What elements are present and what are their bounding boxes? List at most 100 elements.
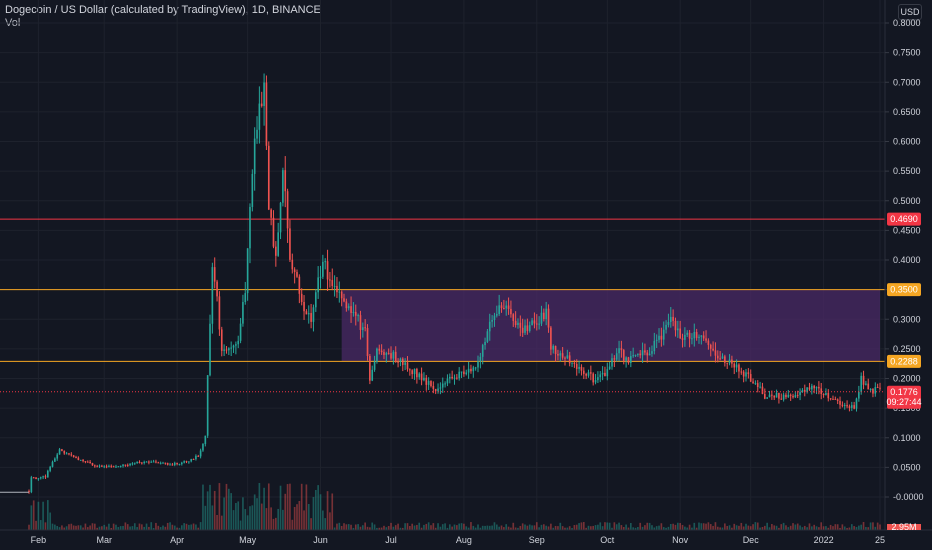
- symbol-title: Dogecoin / US Dollar (calculated by Trad…: [5, 4, 321, 16]
- volume-bar: [361, 525, 364, 530]
- candle-body: [705, 338, 707, 341]
- volume-bar: [91, 523, 94, 530]
- candle-body: [712, 348, 714, 351]
- volume-bar: [30, 505, 33, 530]
- candle-body: [155, 461, 157, 463]
- candle-body: [56, 454, 59, 459]
- candle-body: [493, 315, 496, 320]
- volume-bar: [825, 526, 827, 530]
- candle-body: [430, 381, 432, 387]
- volume-bar: [331, 493, 334, 530]
- volume-bar: [223, 497, 225, 530]
- candle-body: [479, 356, 482, 362]
- volume-bar: [105, 526, 108, 530]
- candle-body: [759, 386, 761, 388]
- volume-bar: [514, 527, 517, 530]
- candle-body: [145, 461, 148, 463]
- candle-body: [688, 332, 691, 339]
- candles: [0, 73, 881, 494]
- volume-bar: [789, 525, 792, 530]
- currency-button[interactable]: USD: [898, 4, 922, 20]
- candle-body: [491, 319, 493, 322]
- candle-body: [789, 394, 792, 396]
- candle-body: [131, 463, 134, 465]
- candle-body: [552, 345, 555, 350]
- candle-body: [820, 388, 823, 395]
- candle-body: [209, 323, 211, 376]
- volume-bar: [28, 524, 30, 530]
- volume-bar: [202, 484, 204, 530]
- volume-bar: [796, 523, 799, 530]
- candle-body: [416, 368, 418, 378]
- candle-body: [267, 145, 270, 210]
- candle-body: [637, 353, 639, 355]
- volume-bar: [799, 525, 801, 530]
- candle-body: [32, 477, 35, 479]
- candle-body: [827, 393, 830, 399]
- price-tick-label: 0.7500: [893, 48, 921, 58]
- volume-bar: [712, 525, 714, 530]
- volume-bar: [347, 524, 350, 530]
- volume-bar: [227, 488, 230, 530]
- volume-bar: [242, 497, 244, 530]
- volume-bar: [843, 526, 846, 530]
- time-axis[interactable]: Feb Mar Apr May Jun Jul Aug Sep Oct Nov Dec 2022 25: [31, 535, 885, 545]
- candle-body: [216, 281, 218, 297]
- candle-body: [872, 388, 874, 394]
- volume-bar: [811, 526, 813, 530]
- volume-bar: [326, 491, 329, 530]
- volume-bar: [409, 525, 411, 530]
- volume-bar: [573, 525, 576, 530]
- candle-body: [787, 394, 790, 398]
- candle-body: [646, 352, 649, 356]
- candle-body: [590, 372, 592, 374]
- volume-bar: [145, 523, 148, 530]
- candle-body: [282, 170, 284, 203]
- volume-bar: [275, 517, 277, 530]
- candle-body: [580, 366, 583, 371]
- candle-body: [794, 395, 797, 398]
- candle-body: [256, 129, 258, 139]
- candle-body: [714, 350, 717, 356]
- candle-body: [526, 325, 529, 332]
- volume-bar: [575, 524, 578, 530]
- candle-body: [286, 191, 289, 229]
- candle-body: [119, 465, 122, 467]
- volume-bar: [258, 482, 261, 530]
- candle-body: [235, 344, 237, 346]
- volume-bar: [406, 523, 409, 530]
- volume-bar: [665, 527, 667, 530]
- volume-bar: [846, 527, 848, 530]
- volume-bar: [724, 523, 726, 530]
- volume-bar: [860, 524, 863, 530]
- candle-body: [275, 246, 277, 256]
- candle-body: [618, 348, 620, 354]
- volume-bar: [98, 526, 101, 530]
- volume-bar: [157, 525, 160, 530]
- candle-body: [141, 462, 143, 464]
- price-axis[interactable]: 0.8000 0.7500 0.7000 0.6500 0.6000 0.5500 0.50…: [885, 18, 924, 502]
- candle-body: [185, 461, 188, 463]
- candle-body: [867, 383, 870, 390]
- volume-bar: [658, 525, 660, 530]
- volume-bar: [284, 493, 287, 530]
- volume-bar: [850, 524, 853, 530]
- volume-bar: [430, 525, 432, 530]
- candle-body: [792, 395, 794, 398]
- volume-bar: [237, 501, 240, 530]
- volume-bar: [371, 522, 374, 530]
- candle-body: [695, 332, 698, 338]
- volume-bar: [495, 524, 498, 530]
- volume-badge: [887, 524, 921, 530]
- volume-bar: [32, 500, 35, 530]
- volume-bar: [794, 524, 797, 530]
- candle-body: [587, 372, 590, 376]
- volume-bar: [413, 525, 416, 530]
- volume-bar: [136, 527, 138, 530]
- candle-body: [566, 355, 569, 359]
- volume-bar: [423, 524, 425, 530]
- candle-body: [836, 399, 839, 401]
- volume-bar: [674, 524, 677, 530]
- candle-body: [876, 387, 879, 389]
